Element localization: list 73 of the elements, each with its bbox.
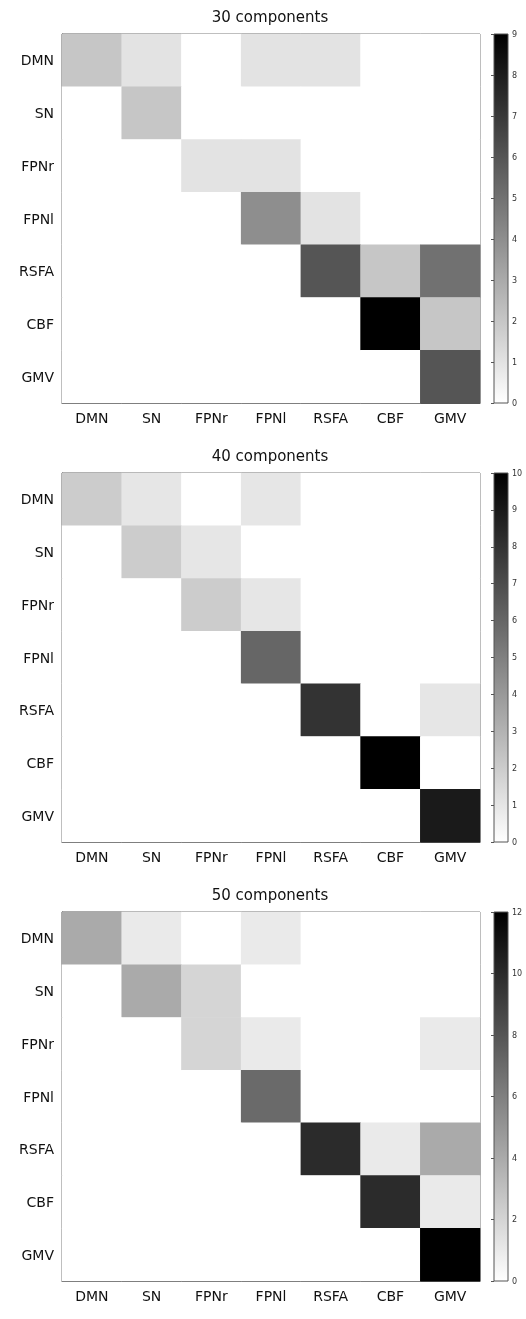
x-tick-label: GMV (433, 410, 467, 426)
y-tick-label: SN (34, 105, 54, 122)
color-bar-label: 10 (512, 969, 523, 978)
x-tick-label: FPNl (255, 849, 287, 865)
color-bar-label: 5 (512, 193, 518, 203)
x-tick-label: FPNl (255, 410, 287, 426)
x-tick-label: SN (141, 410, 162, 426)
color-bar-label: 2 (512, 1215, 518, 1224)
x-tick-label: DMN (75, 849, 109, 865)
y-tick-label: CBF (26, 1193, 54, 1210)
color-bar-label: 9 (512, 29, 518, 39)
y-tick-label: FPNr (21, 157, 55, 174)
x-tick-label: SN (141, 849, 162, 865)
x-tick-label: RSFA (313, 1288, 349, 1304)
color-bar-label: 2 (512, 316, 518, 326)
x-tick-label: DMN (75, 410, 109, 426)
y-tick-label: GMV (21, 807, 55, 824)
y-tick-label: RSFA (19, 263, 55, 280)
color-bar-label: 4 (512, 689, 518, 699)
y-tick-label: SN (34, 544, 54, 561)
color-bar-label: 10 (512, 468, 523, 478)
color-bar-label: 8 (512, 1030, 518, 1040)
color-bar-label: 2 (512, 763, 518, 773)
color-bar-label: 8 (512, 70, 518, 80)
color-bar-label: 6 (512, 1092, 518, 1101)
x-tick-label: CBF (376, 1288, 405, 1304)
x-tick-label: FPNr (194, 1288, 228, 1304)
y-tick-label: FPNl (23, 210, 54, 227)
x-tick-label: SN (141, 1288, 162, 1304)
color-bar-label: 6 (512, 616, 518, 626)
color-bar-label: 7 (512, 111, 518, 121)
color-bar-label: 0 (512, 398, 518, 408)
x-tick-label: FPNr (194, 849, 228, 865)
color-bar-label: 1 (512, 800, 518, 810)
y-tick-label: RSFA (19, 702, 55, 719)
color-bar-label: 3 (512, 275, 518, 285)
color-bar-label: 4 (512, 1153, 518, 1163)
y-tick-label: CBF (26, 315, 54, 332)
color-bar-label: 0 (512, 1276, 518, 1286)
x-tick-label: RSFA (313, 849, 349, 865)
x-tick-label: CBF (376, 849, 405, 865)
color-bar-label: 4 (512, 234, 518, 244)
x-tick-label: RSFA (313, 410, 349, 426)
color-bar-label: 7 (512, 579, 518, 589)
y-tick-label: RSFA (19, 1141, 55, 1158)
y-tick-label: FPNl (23, 1088, 54, 1105)
x-tick-label: DMN (75, 1288, 109, 1304)
y-tick-label: DMN (20, 52, 54, 69)
color-bar-label: 0 (512, 837, 518, 847)
chart-title: 50 components (211, 885, 329, 904)
y-tick-label: CBF (26, 754, 54, 771)
color-bar-label: 8 (512, 542, 518, 552)
color-bar-label: 6 (512, 152, 518, 162)
y-tick-label: DMN (20, 491, 54, 508)
color-bar-label: 5 (512, 653, 518, 662)
y-tick-label: FPNr (21, 1035, 55, 1052)
x-tick-label: FPNr (194, 410, 228, 426)
y-tick-label: FPNl (23, 649, 54, 666)
color-bar-label: 12 (512, 907, 523, 917)
x-tick-label: GMV (433, 849, 467, 865)
x-tick-label: GMV (433, 1288, 467, 1304)
color-bar-label: 3 (512, 726, 518, 736)
y-tick-label: SN (34, 983, 54, 1000)
chart-title: 30 components (211, 7, 329, 26)
x-tick-label: FPNl (255, 1288, 287, 1304)
chart-title: 40 components (211, 446, 329, 465)
y-tick-label: FPNr (21, 596, 55, 613)
y-tick-label: DMN (20, 930, 54, 947)
color-bar-label: 9 (512, 505, 518, 515)
y-tick-label: GMV (21, 1246, 55, 1263)
y-tick-label: GMV (21, 368, 55, 385)
x-tick-label: CBF (376, 410, 405, 426)
color-bar-label: 1 (512, 357, 518, 367)
